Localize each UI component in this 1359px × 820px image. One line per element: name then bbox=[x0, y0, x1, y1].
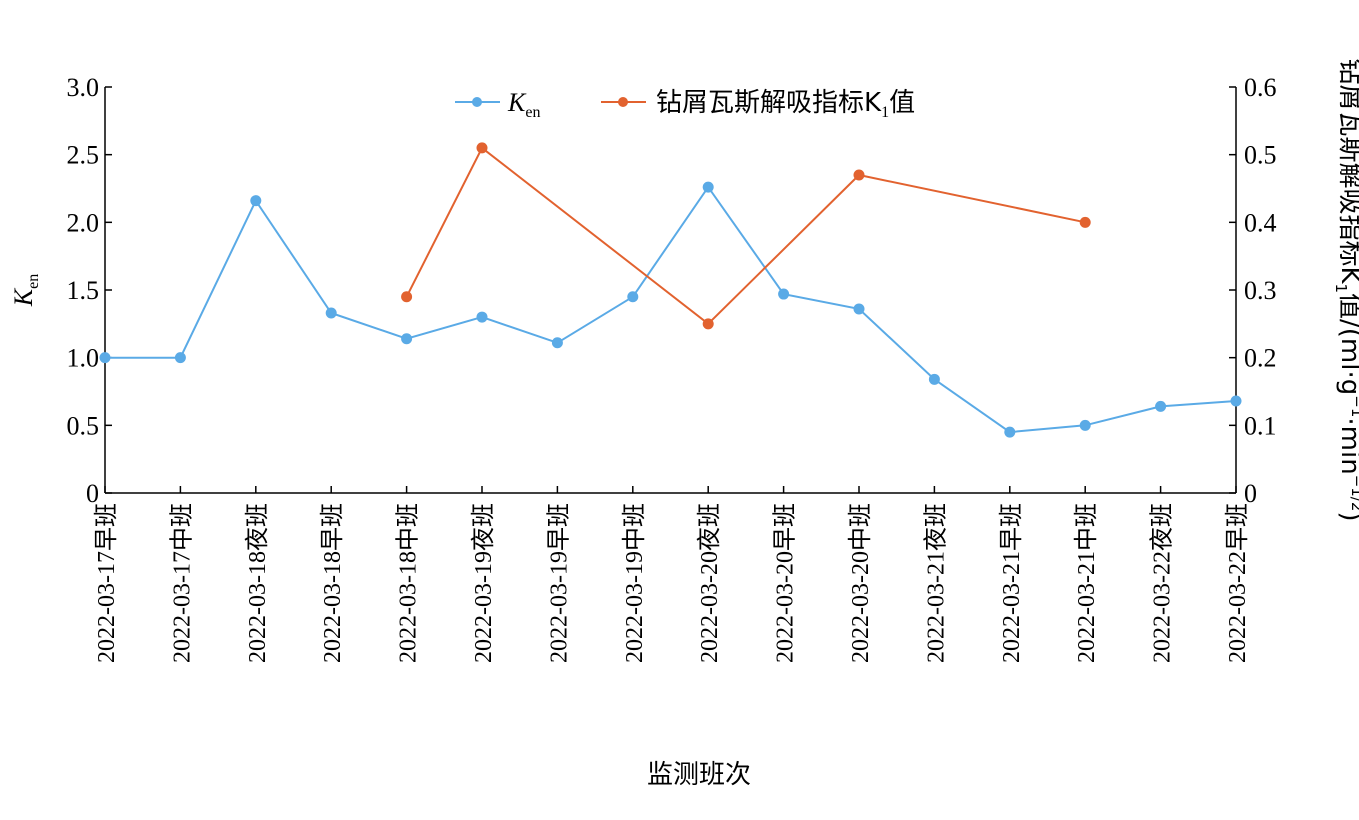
series-point-0 bbox=[627, 291, 639, 303]
left-y-tick-label: 1.5 bbox=[67, 276, 100, 305]
x-tick-label: 2022-03-22早班 bbox=[1224, 503, 1251, 663]
x-tick-label: 2022-03-20夜班 bbox=[696, 503, 723, 663]
x-axis-title: 监测班次 bbox=[647, 760, 751, 790]
series-point-0 bbox=[476, 311, 488, 323]
series-point-0 bbox=[1004, 426, 1016, 438]
left-y-tick-label: 0 bbox=[86, 479, 99, 508]
x-tick-label: 2022-03-18中班 bbox=[395, 503, 422, 663]
series-point-0 bbox=[1155, 400, 1167, 412]
legend-ken-marker bbox=[472, 97, 482, 107]
x-tick-label: 2022-03-21早班 bbox=[998, 503, 1025, 663]
x-tick-label: 2022-03-22夜班 bbox=[1149, 503, 1176, 663]
x-tick-label: 2022-03-20早班 bbox=[772, 503, 799, 663]
left-y-tick-label: 2.5 bbox=[67, 141, 100, 170]
right-y-tick-label: 0.1 bbox=[1244, 411, 1277, 440]
x-tick-label: 2022-03-21中班 bbox=[1073, 503, 1100, 663]
left-y-tick-label: 3.0 bbox=[67, 73, 100, 102]
series-point-1 bbox=[476, 142, 488, 154]
series-layer bbox=[99, 142, 1242, 438]
series-point-0 bbox=[99, 352, 111, 364]
left-y-axis-title-sub: en bbox=[25, 274, 42, 289]
right-y-tick-label: 0 bbox=[1244, 479, 1257, 508]
right-y-ticks: 0 0.1 0.2 0.3 0.4 0.5 0.6 bbox=[1229, 73, 1277, 508]
axes bbox=[104, 87, 1237, 494]
series-line-0 bbox=[105, 185, 1237, 434]
x-tick-label: 2022-03-19早班 bbox=[545, 503, 572, 663]
series-point-0 bbox=[325, 307, 337, 319]
legend-k1-label: 钻屑瓦斯解吸指标K1值 bbox=[656, 88, 915, 121]
legend-k1-marker bbox=[618, 97, 628, 107]
series-point-0 bbox=[174, 352, 186, 364]
right-y-tick-label: 0.5 bbox=[1244, 141, 1277, 170]
legend: Ken 钻屑瓦斯解吸指标K1值 bbox=[455, 88, 915, 121]
series-point-0 bbox=[778, 288, 790, 300]
series-point-1 bbox=[702, 318, 714, 330]
series-point-0 bbox=[551, 337, 563, 349]
x-tick-label: 2022-03-20中班 bbox=[847, 503, 874, 663]
left-y-ticks: 0 0.5 1.0 1.5 2.0 2.5 3.0 bbox=[67, 73, 112, 508]
left-y-axis-title: Ken bbox=[9, 274, 42, 307]
x-tick-label: 2022-03-21夜班 bbox=[922, 503, 949, 663]
x-tick-label: 2022-03-19夜班 bbox=[470, 503, 497, 663]
x-tick-label: 2022-03-18夜班 bbox=[244, 503, 271, 663]
left-y-tick-label: 1.0 bbox=[67, 344, 100, 373]
x-tick-label: 2022-03-17早班 bbox=[93, 503, 120, 663]
x-tick-label: 2022-03-19中班 bbox=[621, 503, 648, 663]
series-point-1 bbox=[401, 291, 413, 303]
series-point-0 bbox=[1230, 395, 1242, 407]
x-tick-label: 2022-03-18早班 bbox=[319, 503, 346, 663]
x-tick-label: 2022-03-17中班 bbox=[168, 503, 195, 663]
legend-ken-label: Ken bbox=[507, 88, 540, 121]
x-ticks: 2022-03-17早班 2022-03-17中班 2022-03-18夜班 2022… bbox=[93, 486, 1251, 663]
series-line-1 bbox=[405, 146, 1086, 326]
series-point-0 bbox=[853, 303, 865, 315]
left-y-tick-label: 2.0 bbox=[67, 208, 100, 237]
series-point-0 bbox=[702, 181, 714, 193]
left-y-tick-label: 0.5 bbox=[67, 411, 100, 440]
right-y-tick-label: 0.6 bbox=[1244, 73, 1277, 102]
right-y-tick-label: 0.2 bbox=[1244, 344, 1277, 373]
right-y-tick-label: 0.3 bbox=[1244, 276, 1277, 305]
series-point-1 bbox=[853, 169, 865, 181]
series-point-0 bbox=[1079, 419, 1091, 431]
series-point-0 bbox=[401, 333, 413, 345]
series-point-1 bbox=[1079, 216, 1091, 228]
right-y-tick-label: 0.4 bbox=[1244, 208, 1277, 237]
series-point-0 bbox=[250, 195, 262, 207]
right-y-axis-title: 钻屑瓦斯解吸指标K1值/(ml·g−1·min−1/2) bbox=[1332, 58, 1359, 521]
series-point-0 bbox=[928, 373, 940, 385]
